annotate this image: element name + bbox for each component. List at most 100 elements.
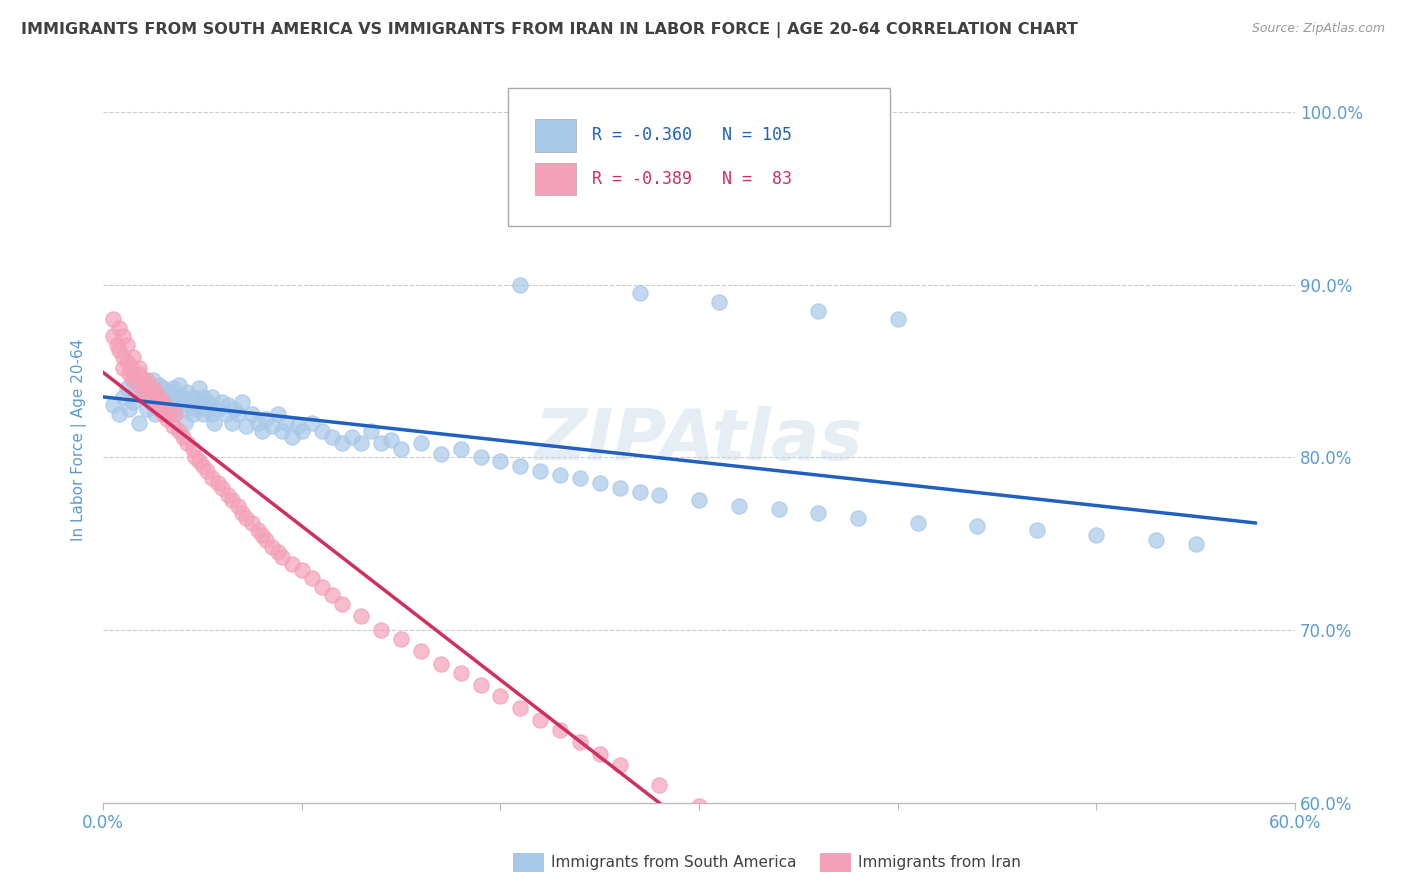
Point [628,484,651,499]
Point [430,657,453,672]
Point [135,373,157,387]
Point [470,678,492,692]
Point [254,533,277,548]
Point [156,399,179,413]
Point [143,384,166,399]
Point [183,450,205,465]
Point [172,390,194,404]
Point [688,493,710,508]
Bar [534,120,576,152]
Point [489,454,512,468]
Point [807,506,830,520]
Point [118,368,141,382]
Point [226,499,249,513]
Point [162,419,184,434]
Point [132,384,155,399]
Point [187,454,209,468]
Point [217,399,239,413]
Point [108,407,131,421]
Point [173,416,195,430]
Point [167,377,190,392]
Point [195,464,218,478]
Point [132,373,155,387]
Point [115,381,138,395]
Point [807,303,830,318]
Point [311,425,333,439]
Point [389,442,412,456]
Point [707,294,730,309]
Point [260,540,283,554]
Point [128,360,150,375]
Point [187,381,209,395]
Point [112,329,135,343]
Point [330,597,353,611]
Point [181,407,204,421]
Point [142,399,165,413]
Point [128,416,150,430]
Point [648,488,671,502]
Point [648,778,671,792]
Point [176,384,198,399]
Point [389,632,412,646]
Point [120,360,142,375]
Point [589,747,612,762]
Point [409,436,432,450]
Point [489,689,512,703]
Point [183,401,205,416]
Point [105,338,128,352]
Point [122,373,145,387]
Point [370,623,392,637]
Point [568,471,591,485]
Point [172,429,194,443]
Point [181,390,204,404]
Point [152,407,174,421]
Point [301,416,323,430]
Point [240,407,263,421]
Point [350,436,373,450]
Point [118,401,141,416]
Point [152,395,174,409]
Point [271,425,294,439]
Point [529,713,551,727]
Point [1184,536,1206,550]
Point [191,458,214,473]
Point [231,506,253,520]
Point [128,368,150,382]
Point [112,350,135,364]
Point [152,390,174,404]
Point [628,286,651,301]
Point [201,471,224,485]
Point [197,395,219,409]
Point [370,436,392,450]
Point [470,450,492,465]
Point [122,373,145,387]
Point [350,609,373,624]
Point [321,429,343,443]
Point [167,425,190,439]
Point [122,395,145,409]
Point [204,416,226,430]
Point [163,401,186,416]
Point [138,384,160,399]
Point [568,735,591,749]
Point [211,481,233,495]
Point [281,429,304,443]
Point [287,419,309,434]
Point [548,723,571,737]
Point [247,416,270,430]
Point [101,399,124,413]
Text: Source: ZipAtlas.com: Source: ZipAtlas.com [1251,22,1385,36]
Point [589,476,612,491]
Point [142,373,165,387]
Point [195,401,218,416]
Point [138,381,160,395]
Point [207,476,229,491]
Point [163,407,186,421]
Point [191,407,214,421]
Point [247,523,270,537]
Point [450,666,472,681]
Point [207,401,229,416]
Point [132,390,155,404]
Point [846,868,869,882]
Point [301,571,323,585]
